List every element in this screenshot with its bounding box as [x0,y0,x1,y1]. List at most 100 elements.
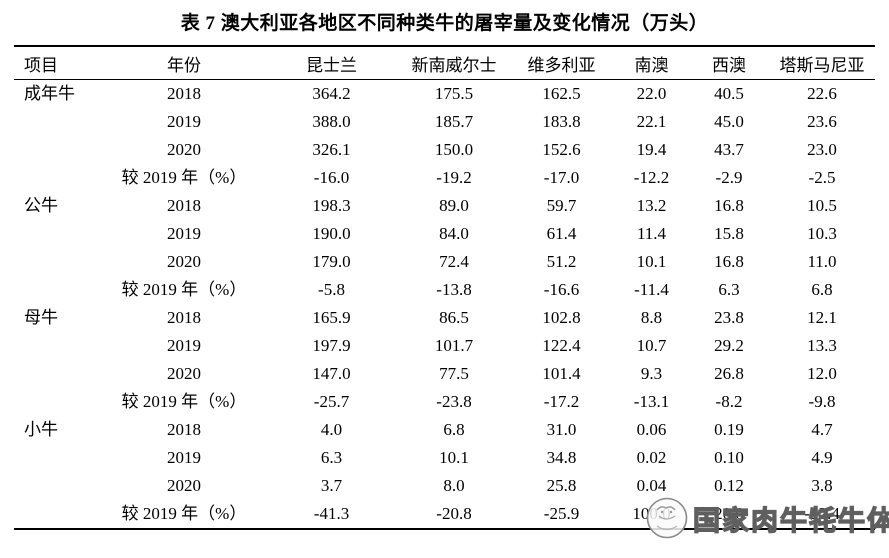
year-cell: 2020 [167,364,201,383]
group-cell [14,360,104,388]
value-cell: 100.0 [632,504,671,523]
value-cell: 51.2 [546,252,577,271]
table-body: 成年牛 2018 364.2 175.5 162.5 22.0 40.5 22.… [14,80,875,530]
group-cell [14,332,104,360]
value-cell: 183.8 [542,112,581,131]
value-cell: 198.3 [312,196,351,215]
table-row: 母牛 2018 165.9 86.5 102.8 8.8 23.8 12.1 [14,304,875,332]
year-cell: 2018 [167,84,201,103]
value-cell: 11.0 [807,252,837,271]
table-row: 2020 3.7 8.0 25.8 0.04 0.12 3.8 [14,472,875,500]
table-row: 较 2019 年（%） -16.0 -19.2 -17.0 -12.2 -2.9… [14,164,875,192]
value-cell: 10.1 [636,252,667,271]
value-cell: 12.1 [807,308,837,327]
value-cell: -17.2 [543,392,580,411]
value-cell: -11.4 [634,280,669,299]
group-cell [14,164,104,192]
value-cell: 10.7 [636,336,667,355]
value-cell: 6.8 [443,420,465,439]
change-label-cell: 较 2019 年（%） [121,280,247,299]
value-cell: 22.0 [636,84,667,103]
value-cell: 0.06 [636,420,667,439]
value-cell: 16.8 [714,252,744,271]
value-cell: 179.0 [312,252,351,271]
value-cell: 0.04 [636,476,667,495]
year-cell: 2019 [167,448,201,467]
value-cell: 4.9 [811,448,833,467]
value-cell: 364.2 [312,84,351,103]
value-cell: 4.0 [320,420,343,439]
value-cell: 25.8 [546,476,577,495]
value-cell: -2.9 [715,168,743,187]
column-header-victoria: 维多利亚 [509,46,614,80]
value-cell: 19.4 [636,140,667,159]
value-cell: -13.1 [633,392,670,411]
table-row: 较 2019 年（%） -41.3 -20.8 -25.9 100.0 20.0… [14,500,875,529]
value-cell: 152.6 [542,140,581,159]
value-cell: 31.0 [546,420,577,439]
table-row: 成年牛 2018 364.2 175.5 162.5 22.0 40.5 22.… [14,80,875,109]
table-row: 2020 147.0 77.5 101.4 9.3 26.8 12.0 [14,360,875,388]
value-cell: 84.0 [439,224,469,243]
value-cell: 101.4 [542,364,581,383]
year-cell: 2020 [167,476,201,495]
value-cell: -25.9 [543,504,580,523]
value-cell: -25.7 [313,392,350,411]
table-row: 较 2019 年（%） -25.7 -23.8 -17.2 -13.1 -8.2… [14,388,875,416]
value-cell: 23.8 [714,308,744,327]
value-cell: 3.8 [811,476,833,495]
column-header-year: 年份 [104,46,264,80]
change-label-cell: 较 2019 年（%） [121,392,247,411]
value-cell: -22.4 [804,504,840,523]
value-cell: 0.10 [714,448,744,467]
value-cell: 23.6 [807,112,837,131]
column-header-queensland: 昆士兰 [264,46,399,80]
column-header-tasmania: 塔斯马尼亚 [769,46,875,80]
group-cell [14,276,104,304]
value-cell: 6.8 [811,280,833,299]
value-cell: -8.2 [715,392,743,411]
value-cell: 10.3 [807,224,837,243]
year-cell: 2018 [167,420,201,439]
value-cell: 388.0 [312,112,351,131]
value-cell: -17.0 [543,168,580,187]
table-title: 表 7 澳大利亚各地区不同种类牛的屠宰量及变化情况（万头） [180,13,709,34]
value-cell: -13.8 [436,280,472,299]
table-row: 2020 179.0 72.4 51.2 10.1 16.8 11.0 [14,248,875,276]
value-cell: 11.4 [636,224,667,243]
value-cell: 101.7 [434,336,474,355]
value-cell: -9.8 [808,392,836,411]
year-cell: 2019 [167,224,201,243]
value-cell: -16.0 [313,168,350,187]
value-cell: 22.1 [636,112,667,131]
value-cell: 326.1 [312,140,351,159]
value-cell: 8.0 [443,476,465,495]
value-cell: 185.7 [434,112,474,131]
column-header-wa: 西澳 [689,46,769,80]
column-header-item: 项目 [14,46,104,80]
value-cell: 3.7 [320,476,343,495]
value-cell: 147.0 [312,364,351,383]
value-cell: 20.0 [714,504,744,523]
value-cell: 8.8 [640,308,663,327]
column-header-nsw: 新南威尔士 [399,46,509,80]
value-cell: 34.8 [546,448,577,467]
year-cell: 2019 [167,112,201,131]
group-cell [14,444,104,472]
value-cell: 22.6 [807,84,837,103]
year-cell: 2020 [167,140,201,159]
group-cell [14,220,104,248]
value-cell: -20.8 [436,504,472,523]
change-label-cell: 较 2019 年（%） [121,168,247,187]
value-cell: 9.3 [640,364,663,383]
value-cell: 13.3 [807,336,837,355]
value-cell: 10.5 [807,196,837,215]
value-cell: 150.0 [434,140,474,159]
table-row: 2019 388.0 185.7 183.8 22.1 45.0 23.6 [14,108,875,136]
value-cell: 45.0 [714,112,744,131]
group-cell: 成年牛 [24,84,75,103]
slaughter-volume-table: 项目 年份 昆士兰 新南威尔士 维多利亚 南澳 西澳 塔斯马尼亚 成年牛 201… [14,45,875,530]
value-cell: 12.0 [807,364,837,383]
value-cell: 165.9 [312,308,351,327]
